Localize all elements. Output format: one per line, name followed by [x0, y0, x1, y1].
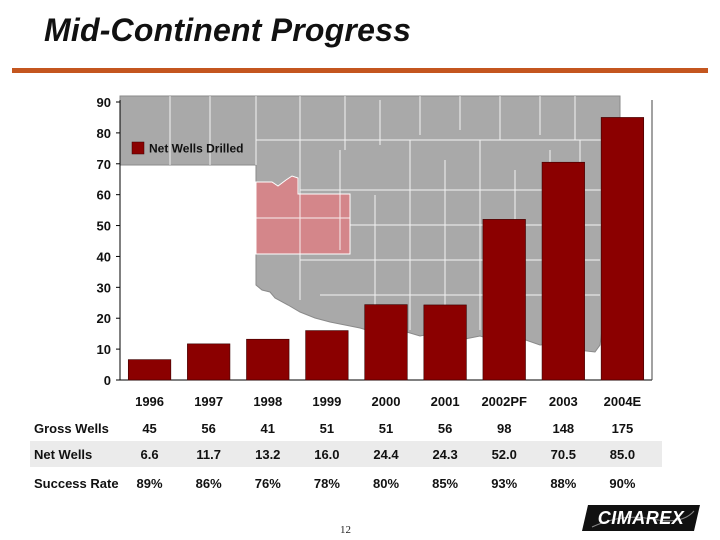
x-tick-label-2003: 2003: [549, 394, 578, 409]
row-label: Net Wells: [34, 447, 93, 462]
table-cell: 16.0: [314, 447, 340, 462]
table-cell: 93%: [491, 476, 518, 491]
y-tick-label: 70: [97, 157, 111, 172]
table-row: Net Wells 6.6 11.7 13.2 16.0 24.4 24.3 52.0 70.5…: [30, 441, 662, 467]
table-cell: 90%: [609, 476, 636, 491]
bar-1996: [127, 359, 172, 381]
y-tick-label: 0: [104, 373, 111, 388]
page-number: 12: [340, 524, 351, 536]
table-cell: 24.4: [373, 447, 399, 462]
table-cell: 6.6: [140, 447, 159, 462]
x-tick-label-1996: 1996: [135, 394, 164, 409]
table-cell: 70.5: [550, 447, 576, 462]
table-cell: 88%: [550, 476, 577, 491]
table-cell: 80%: [372, 476, 400, 491]
table-cell: 98: [496, 421, 512, 436]
net-wells-chart: 0 10 20 30 40 50 60 70 80 90 1996 1997 1998 1999 2000…: [97, 95, 653, 409]
legend-label: Net Wells Drilled: [149, 142, 243, 156]
y-axis: 0 10 20 30 40 50 60 70 80 90: [97, 95, 120, 388]
table-cell: 89%: [136, 476, 163, 491]
x-tick-label-1998: 1998: [253, 394, 282, 409]
table-cell: 175: [611, 421, 634, 436]
x-tick-label-2001: 2001: [431, 394, 460, 409]
table-cell: 24.3: [432, 447, 458, 462]
y-tick-label: 60: [97, 188, 111, 203]
bar-1998: [246, 338, 290, 381]
table-cell: 148: [552, 421, 575, 436]
logo-badge: [582, 505, 700, 531]
logo-text: CIMAREX: [597, 508, 685, 528]
map-panhandle-highlight: [255, 175, 351, 255]
table-cell: 85.0: [609, 447, 636, 462]
bar-2000: [364, 304, 408, 381]
y-tick-label: 20: [97, 311, 111, 326]
row-label: Success Rate: [34, 476, 119, 491]
table-cell: 76%: [254, 476, 281, 491]
county-lines: [169, 96, 606, 345]
bar-series: [127, 117, 645, 381]
x-tick-label-2002PF: 2002PF: [481, 394, 527, 409]
x-tick-label-1999: 1999: [312, 394, 341, 409]
y-tick-label: 10: [97, 342, 111, 357]
table-cell: 41: [260, 421, 275, 436]
bar-2004E: [600, 117, 645, 381]
bar-1997: [187, 343, 231, 381]
title-underline: [12, 68, 708, 73]
bar-2001: [423, 304, 467, 381]
y-tick-label: 80: [97, 126, 111, 141]
bar-2003: [541, 161, 585, 381]
table-cell: 85%: [432, 476, 459, 491]
bar-2002PF: [482, 219, 526, 381]
x-tick-label-2004E: 2004E: [604, 394, 642, 409]
bar-1999: [305, 330, 349, 381]
y-tick-label: 90: [97, 95, 111, 110]
legend-swatch: [131, 141, 145, 155]
row-label: Gross Wells: [34, 421, 109, 436]
table-cell: 52.0: [491, 447, 517, 462]
y-tick-label: 40: [97, 249, 111, 264]
table-row: Success Rate 89% 86% 76% 78% 80% 85% 93% 88% 90%: [30, 470, 662, 496]
y-tick-label: 50: [97, 219, 111, 234]
table-cell: 56: [201, 421, 216, 436]
table-cell: 51: [319, 421, 335, 436]
table-cell: 11.7: [196, 447, 221, 462]
table-cell: 86%: [195, 476, 222, 491]
y-tick-label: 30: [97, 280, 111, 295]
table-row: Gross Wells 45 56 41 51 51 56 98 148 175: [30, 415, 662, 441]
page-title: Mid-Continent Progress: [44, 12, 412, 48]
table-cell: 13.2: [255, 447, 281, 462]
table-cell: 51: [378, 421, 394, 436]
legend: Net Wells Drilled: [131, 141, 243, 156]
table-cell: 78%: [313, 476, 340, 491]
table-cell: 45: [142, 421, 157, 436]
x-tick-label-2000: 2000: [372, 394, 401, 409]
table-cell: 56: [437, 421, 453, 436]
x-tick-labels: 1996 1997 1998 1999 2000 2001 2002PF 2003 2004E: [135, 394, 641, 409]
x-tick-label-1997: 1997: [194, 394, 223, 409]
cimarex-logo: CIMAREX: [582, 505, 700, 531]
